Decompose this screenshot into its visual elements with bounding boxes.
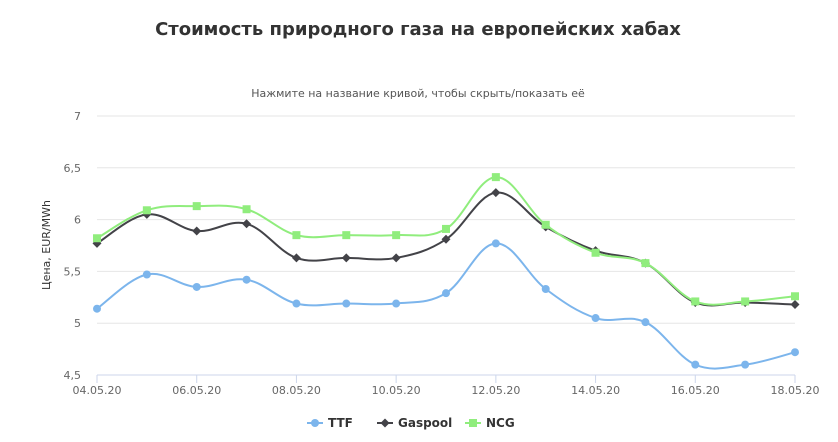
data-point-ttf[interactable] bbox=[142, 270, 151, 279]
data-point-ncg[interactable] bbox=[691, 297, 700, 306]
data-point-gaspool[interactable] bbox=[341, 253, 351, 263]
data-point-ncg[interactable] bbox=[791, 292, 799, 301]
data-point-ncg[interactable] bbox=[392, 231, 401, 240]
series-ncg bbox=[93, 173, 799, 306]
data-point-ttf[interactable] bbox=[591, 314, 600, 323]
data-point-gaspool[interactable] bbox=[790, 300, 800, 310]
grid bbox=[97, 115, 795, 376]
data-point-ttf[interactable] bbox=[93, 304, 101, 313]
data-point-gaspool[interactable] bbox=[242, 219, 252, 229]
data-point-ttf[interactable] bbox=[292, 299, 301, 308]
chart-title: Стоимость природного газа на европейских… bbox=[155, 19, 681, 40]
x-tick-label: 04.05.20 bbox=[73, 384, 122, 397]
x-tick-label: 10.05.20 bbox=[372, 384, 421, 397]
data-point-ttf[interactable] bbox=[392, 299, 401, 308]
data-point-ttf[interactable] bbox=[491, 239, 500, 248]
x-tick-label: 06.05.20 bbox=[172, 384, 221, 397]
legend-item-ncg[interactable]: NCG bbox=[465, 416, 515, 430]
y-tick-label: 6,5 bbox=[64, 162, 82, 175]
y-axis-label: Цена, EUR/MWh bbox=[40, 200, 53, 290]
legend-label-ttf[interactable]: TTF bbox=[328, 416, 353, 430]
x-tick-label: 12.05.20 bbox=[471, 384, 520, 397]
legend-item-ttf[interactable]: TTF bbox=[307, 416, 353, 430]
legend-symbol-gaspool[interactable] bbox=[380, 418, 390, 428]
y-tick-label: 4,5 bbox=[64, 369, 82, 382]
data-point-ncg[interactable] bbox=[93, 234, 101, 243]
data-point-ncg[interactable] bbox=[741, 297, 750, 306]
legend-symbol-ttf[interactable] bbox=[311, 419, 319, 427]
y-tick-label: 6 bbox=[74, 214, 81, 227]
data-point-ttf[interactable] bbox=[541, 285, 550, 294]
series-line-gaspool[interactable] bbox=[96, 191, 796, 307]
data-point-ncg[interactable] bbox=[292, 231, 301, 240]
series-line-ncg[interactable] bbox=[96, 176, 796, 306]
data-point-ncg[interactable] bbox=[192, 202, 201, 211]
data-point-gaspool[interactable] bbox=[491, 188, 501, 198]
series-line-ttf[interactable] bbox=[96, 242, 796, 370]
data-point-ttf[interactable] bbox=[342, 299, 351, 308]
data-point-ncg[interactable] bbox=[442, 224, 450, 233]
data-point-ncg[interactable] bbox=[591, 248, 600, 257]
data-point-ttf[interactable] bbox=[691, 360, 700, 369]
data-point-ttf[interactable] bbox=[741, 360, 750, 369]
x-tick-label: 08.05.20 bbox=[272, 384, 321, 397]
legend-symbol-ncg[interactable] bbox=[469, 419, 477, 427]
data-point-ncg[interactable] bbox=[541, 220, 550, 229]
y-tick-label: 5 bbox=[74, 317, 81, 330]
data-point-ttf[interactable] bbox=[641, 318, 650, 327]
y-tick-label: 7 bbox=[74, 110, 81, 123]
data-point-ttf[interactable] bbox=[242, 275, 251, 284]
data-point-ncg[interactable] bbox=[641, 259, 650, 268]
data-point-gaspool[interactable] bbox=[192, 226, 202, 236]
data-point-gaspool[interactable] bbox=[291, 253, 301, 263]
chart-subtitle: Нажмите на название кривой, чтобы скрыть… bbox=[251, 87, 585, 100]
data-point-ncg[interactable] bbox=[142, 206, 151, 215]
data-point-ncg[interactable] bbox=[242, 205, 251, 214]
series-ttf bbox=[93, 239, 799, 370]
legend-item-gaspool[interactable]: Gaspool bbox=[377, 416, 452, 430]
data-point-ncg[interactable] bbox=[491, 173, 500, 182]
x-tick-label: 14.05.20 bbox=[571, 384, 620, 397]
x-tick-label: 16.05.20 bbox=[671, 384, 720, 397]
axes: 4,5 5 5,5 6 6,5 7 04.05.20 06.05.20 08.05.20 10.0… bbox=[64, 110, 820, 397]
x-tick-label: 18.05.20 bbox=[771, 384, 820, 397]
data-point-ttf[interactable] bbox=[442, 289, 450, 298]
data-point-gaspool[interactable] bbox=[391, 253, 401, 263]
legend: TTF Gaspool NCG bbox=[307, 416, 515, 430]
legend-label-gaspool[interactable]: Gaspool bbox=[398, 416, 452, 430]
legend-label-ncg[interactable]: NCG bbox=[486, 416, 515, 430]
data-point-gaspool[interactable] bbox=[441, 234, 451, 244]
series-layer bbox=[92, 173, 800, 370]
data-point-ttf[interactable] bbox=[192, 282, 201, 291]
y-tick-label: 5,5 bbox=[64, 265, 82, 278]
data-point-ncg[interactable] bbox=[342, 231, 351, 240]
data-point-ttf[interactable] bbox=[791, 348, 799, 357]
